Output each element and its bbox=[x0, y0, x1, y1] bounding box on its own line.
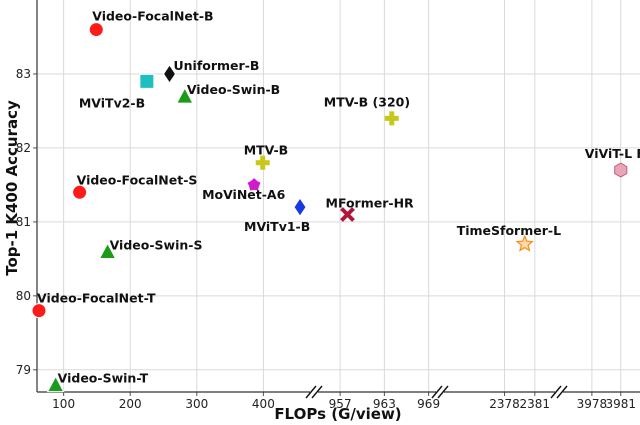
axes bbox=[33, 0, 640, 399]
axis-break-mark bbox=[305, 385, 317, 399]
circle-marker bbox=[72, 184, 88, 200]
axis-break-mark bbox=[431, 385, 443, 399]
triangle-marker bbox=[175, 87, 194, 104]
circle-marker bbox=[88, 22, 104, 38]
hexagon-marker bbox=[614, 162, 628, 178]
point-label: Video-Swin-S bbox=[110, 237, 203, 252]
marker-video-focalnet-s bbox=[72, 184, 88, 200]
point-label: Video-FocalNet-S bbox=[77, 172, 198, 187]
diamond-marker bbox=[162, 64, 177, 84]
x-tick-label: 2381 bbox=[520, 397, 551, 411]
marker-mvitv1-b bbox=[293, 197, 307, 217]
x-tick-label: 957 bbox=[329, 397, 352, 411]
x-tick-label: 969 bbox=[417, 397, 440, 411]
marker-video-focalnet-t bbox=[31, 303, 47, 319]
axis-break-mark bbox=[311, 385, 323, 399]
point-label: Video-FocalNet-B bbox=[92, 9, 213, 24]
x-tick-label: 3978 bbox=[577, 397, 608, 411]
x-tick-label: 400 bbox=[252, 397, 275, 411]
axis-break-mark bbox=[556, 385, 568, 399]
point-label: MFormer-HR bbox=[326, 195, 415, 210]
marker-mformer-hr bbox=[340, 207, 355, 222]
axis-break-mark bbox=[437, 385, 449, 399]
y-tick-label: 80 bbox=[16, 289, 31, 303]
pentagon-marker bbox=[246, 176, 262, 192]
marker-timesformer-l bbox=[515, 234, 534, 252]
x-tick-label: 300 bbox=[185, 397, 208, 411]
point-label: MTV-B (320) bbox=[324, 94, 410, 109]
tick-labels: 79 80 81 82 83 100 200 300 400 957 963 969 2378 2381 3… bbox=[16, 67, 636, 411]
y-axis-title: Top-1 K400 Accuracy bbox=[3, 100, 21, 276]
point-label: Video-Swin-B bbox=[187, 82, 280, 97]
point-label: MViTv1-B bbox=[244, 219, 310, 234]
marker-mtv-b bbox=[255, 155, 270, 170]
point-label: Uniformer-B bbox=[174, 58, 260, 73]
circle-marker bbox=[31, 303, 47, 319]
axis-break-mark bbox=[550, 385, 562, 399]
x-tick-label: 200 bbox=[119, 397, 142, 411]
marker-vivit-l-fe bbox=[614, 162, 628, 178]
point-label: TimeSformer-L bbox=[457, 223, 561, 238]
x-tick-label: 963 bbox=[373, 397, 396, 411]
grid-lines bbox=[37, 0, 640, 392]
marker-video-focalnet-b bbox=[88, 22, 104, 38]
star-marker bbox=[515, 234, 534, 252]
marker-video-swin-t bbox=[46, 375, 65, 393]
x-tick-label: 2378 bbox=[489, 397, 520, 411]
square-marker bbox=[139, 73, 155, 89]
point-label: Video-FocalNet-T bbox=[37, 291, 156, 306]
point-label: ViViT-L FE bbox=[585, 146, 640, 161]
x-tick-label: 3981 bbox=[605, 397, 636, 411]
marker-mvitv2-b bbox=[139, 73, 155, 89]
point-label: Video-Swin-T bbox=[58, 371, 149, 386]
x-marker-b bbox=[340, 207, 355, 222]
y-tick-label: 83 bbox=[16, 67, 31, 81]
point-labels: Video-FocalNet-B Uniformer-B MViTv2-B Video… bbox=[37, 9, 640, 386]
point-label: MViTv2-B bbox=[79, 95, 145, 110]
triangle-marker bbox=[46, 375, 65, 393]
marker-uniformer-b bbox=[162, 64, 177, 84]
marker-mtv-b-320- bbox=[384, 111, 399, 126]
marker-movinet-a6 bbox=[246, 176, 262, 192]
point-label: MTV-B bbox=[244, 143, 288, 158]
x-axis-title: FLOPs (G/view) bbox=[274, 405, 401, 423]
data-markers bbox=[31, 22, 628, 393]
triangle-marker bbox=[98, 242, 117, 259]
y-tick-label: 79 bbox=[16, 363, 31, 377]
marker-video-swin-s bbox=[98, 242, 117, 259]
marker-video-swin-b bbox=[175, 87, 194, 104]
point-label: MoViNet-A6 bbox=[202, 187, 286, 202]
plus-marker-v bbox=[260, 155, 266, 170]
diamond-marker bbox=[293, 197, 307, 217]
x-tick-label: 100 bbox=[52, 397, 75, 411]
plus-marker-v bbox=[389, 111, 395, 126]
y-tick-label: 82 bbox=[16, 141, 31, 155]
y-tick-label: 81 bbox=[16, 215, 31, 229]
